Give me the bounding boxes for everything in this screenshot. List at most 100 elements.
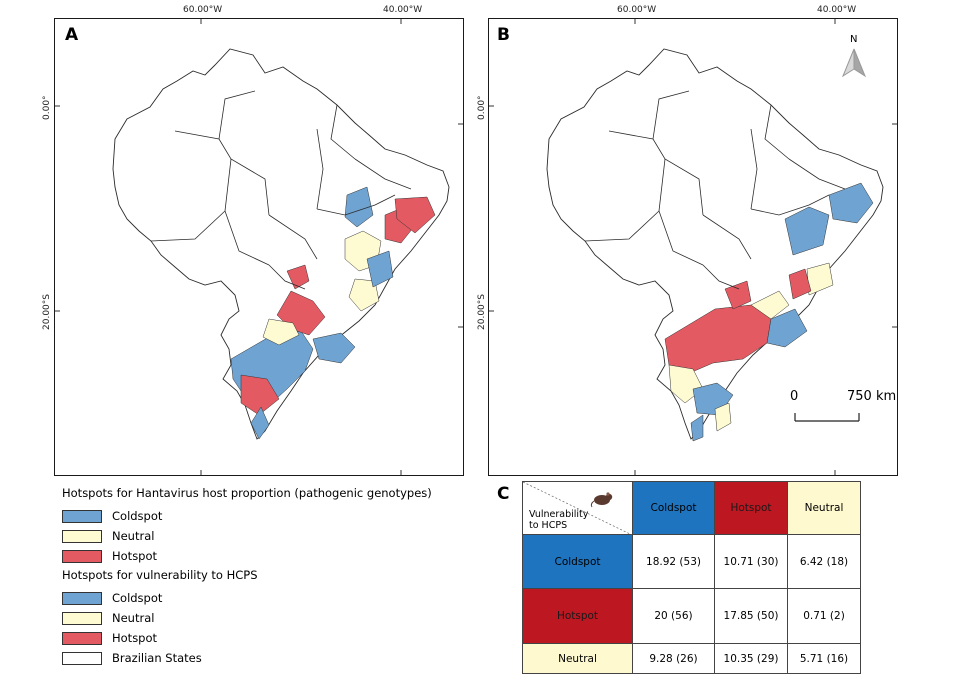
scale-end-label: 750 km bbox=[847, 389, 897, 404]
panel-letter-a: A bbox=[65, 25, 79, 45]
col-header-coldspot: Coldspot bbox=[632, 481, 715, 535]
table-cell: 6.42 (18) bbox=[787, 534, 861, 589]
panel-letter-b: B bbox=[497, 25, 510, 45]
map-panel-a: A bbox=[54, 18, 464, 476]
legend-label: Coldspot bbox=[112, 591, 163, 605]
legend-label: Brazilian States bbox=[112, 651, 202, 665]
map-region bbox=[546, 48, 884, 440]
table-cell: 10.35 (29) bbox=[714, 643, 788, 674]
map-region bbox=[690, 414, 704, 442]
map-region bbox=[224, 158, 270, 266]
map-region bbox=[150, 210, 226, 242]
map-region bbox=[584, 210, 660, 242]
legend-swatch bbox=[62, 611, 102, 625]
north-label: N bbox=[850, 34, 858, 45]
brazil-map-b bbox=[546, 48, 884, 442]
col-header-hotspot: Hotspot bbox=[714, 481, 788, 535]
legend-item-vuln-hotspot: Hotspot bbox=[62, 628, 482, 648]
map-region bbox=[750, 194, 830, 216]
map-region bbox=[764, 104, 790, 160]
legend-item-host-coldspot: Coldspot bbox=[62, 506, 482, 526]
lon-tick-b-1: 60.00°W bbox=[617, 5, 657, 15]
row-header-hotspot: Hotspot bbox=[522, 588, 633, 644]
map-region bbox=[286, 264, 310, 290]
legend-item-vuln-neutral: Neutral bbox=[62, 608, 482, 628]
north-arrow-icon bbox=[841, 48, 867, 78]
table-cell: 0.71 (2) bbox=[787, 588, 861, 644]
lon-tick-a-2: 40.00°W bbox=[383, 5, 423, 15]
cross-tab-table: Vulnerability to HCPS Coldspot Hotspot N… bbox=[522, 481, 861, 674]
map-region bbox=[262, 318, 300, 346]
map-region bbox=[354, 158, 412, 190]
corner-label: Vulnerability to HCPS bbox=[529, 509, 589, 531]
legend-item-brazilian-states: Brazilian States bbox=[62, 648, 482, 668]
legend-title-host: Hotspots for Hantavirus host proportion … bbox=[62, 486, 432, 500]
map-region bbox=[724, 280, 752, 310]
legend-item-vuln-coldspot: Coldspot bbox=[62, 588, 482, 608]
map-region bbox=[750, 128, 758, 210]
panel-letter-c: C bbox=[497, 484, 510, 504]
legend-swatch bbox=[62, 529, 102, 543]
table-cell: 5.71 (16) bbox=[787, 643, 861, 674]
lat-tick-a-2: 20.00°S bbox=[42, 294, 52, 330]
map-region bbox=[112, 48, 450, 440]
row-header-coldspot: Coldspot bbox=[522, 534, 633, 589]
legend-swatch bbox=[62, 509, 102, 523]
map-b-graphic bbox=[489, 19, 897, 475]
map-a-graphic bbox=[55, 19, 463, 475]
map-region bbox=[784, 206, 830, 256]
map-region bbox=[268, 264, 306, 290]
legend-label: Neutral bbox=[112, 529, 155, 543]
table-cell: 10.71 (30) bbox=[714, 534, 788, 589]
map-region bbox=[702, 214, 752, 260]
table-cell: 9.28 (26) bbox=[632, 643, 715, 674]
table-cell: 20 (56) bbox=[632, 588, 715, 644]
corner-diagonal bbox=[523, 482, 632, 535]
legend-label: Hotspot bbox=[112, 549, 158, 563]
map-region bbox=[344, 186, 374, 228]
map-panel-b: B N 0 750 km bbox=[488, 18, 898, 476]
map-region bbox=[366, 250, 394, 288]
lat-tick-a-1: 0.00° bbox=[42, 95, 52, 120]
map-region bbox=[312, 332, 356, 364]
lat-tick-b-1: 0.00° bbox=[477, 95, 487, 120]
lon-tick-a-1: 60.00°W bbox=[183, 5, 223, 15]
lon-tick-b-2: 40.00°W bbox=[817, 5, 857, 15]
legend-label: Neutral bbox=[112, 611, 155, 625]
brazil-map-a bbox=[112, 48, 450, 440]
lat-tick-b-2: 20.00°S bbox=[477, 294, 487, 330]
map-region bbox=[218, 90, 256, 140]
legend-item-host-hotspot: Hotspot bbox=[62, 546, 482, 566]
scale-start-label: 0 bbox=[790, 389, 799, 404]
rodent-icon bbox=[590, 492, 613, 508]
table-corner-cell: Vulnerability to HCPS bbox=[522, 481, 633, 535]
map-region bbox=[658, 158, 704, 266]
legend-label: Coldspot bbox=[112, 509, 163, 523]
legend-label: Hotspot bbox=[112, 631, 158, 645]
legend-title-vulnerability: Hotspots for vulnerability to HCPS bbox=[62, 568, 258, 582]
map-region bbox=[714, 402, 732, 432]
table-cell: 17.85 (50) bbox=[714, 588, 788, 644]
map-region bbox=[788, 268, 812, 300]
legend-swatch bbox=[62, 651, 102, 665]
map-region bbox=[394, 196, 436, 234]
legend-swatch bbox=[62, 549, 102, 563]
legend-swatch bbox=[62, 591, 102, 605]
map-region bbox=[268, 214, 318, 260]
col-header-neutral: Neutral bbox=[787, 481, 861, 535]
map-region bbox=[330, 104, 356, 160]
map-region bbox=[316, 194, 396, 216]
map-region bbox=[750, 290, 790, 320]
row-header-neutral: Neutral bbox=[522, 643, 633, 674]
map-region bbox=[788, 158, 846, 190]
map-legend: Hotspots for Hantavirus host proportion … bbox=[62, 486, 482, 668]
map-region bbox=[316, 128, 324, 210]
legend-item-host-neutral: Neutral bbox=[62, 526, 482, 546]
map-region bbox=[240, 374, 280, 416]
map-region bbox=[828, 182, 874, 224]
scale-bar bbox=[794, 413, 860, 422]
legend-swatch bbox=[62, 631, 102, 645]
map-region bbox=[652, 90, 690, 140]
map-region bbox=[250, 406, 270, 440]
map-region bbox=[702, 264, 740, 290]
